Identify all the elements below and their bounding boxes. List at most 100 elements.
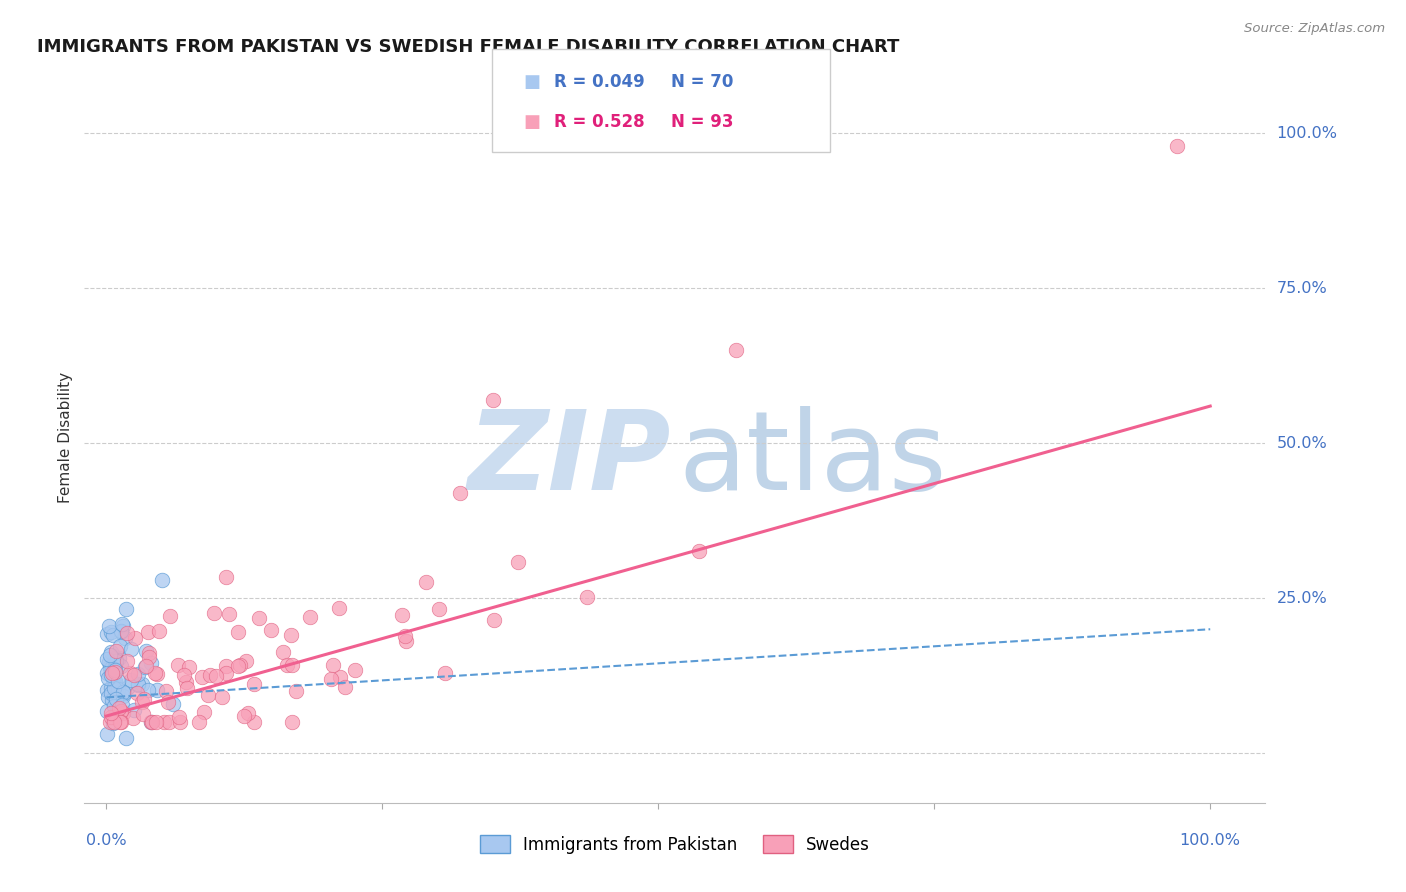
Point [143, 666, 166, 681]
Point [157, 715, 180, 730]
Point [260, 623, 283, 637]
Point [96, 704, 118, 718]
Point [100, 706, 122, 720]
Point [110, 715, 132, 730]
Point [104, 708, 127, 723]
Point [167, 710, 190, 724]
Text: atlas: atlas [679, 406, 946, 513]
Point [100, 625, 122, 640]
Text: ■: ■ [523, 112, 540, 130]
Point [100, 645, 122, 659]
Point [105, 654, 128, 668]
Point [226, 659, 249, 673]
Point [138, 624, 160, 639]
Point [104, 651, 127, 665]
Point [150, 573, 173, 587]
Point [280, 628, 302, 642]
Point [122, 667, 145, 681]
Point [122, 703, 145, 717]
Point [110, 715, 132, 730]
Point [218, 607, 240, 622]
Text: 75.0%: 75.0% [1277, 281, 1327, 296]
Point [391, 608, 413, 623]
Point [139, 715, 162, 730]
Point [120, 641, 142, 656]
Point [174, 674, 197, 689]
Point [688, 544, 710, 558]
Point [107, 651, 129, 665]
Text: 100.0%: 100.0% [1277, 126, 1337, 141]
Point [101, 692, 124, 706]
Point [100, 667, 122, 681]
Point [101, 665, 124, 680]
Point [146, 667, 169, 681]
Point [105, 643, 128, 657]
Point [247, 611, 270, 625]
Point [112, 686, 135, 700]
Point [117, 655, 139, 669]
Point [155, 683, 177, 698]
Point [211, 690, 233, 705]
Point [134, 660, 156, 674]
Point [321, 672, 343, 686]
Point [276, 658, 298, 673]
Point [105, 691, 128, 706]
Point [125, 686, 148, 700]
Point [112, 619, 135, 633]
Point [107, 682, 129, 697]
Point [215, 659, 238, 673]
Point [198, 668, 221, 682]
Point [322, 657, 344, 672]
Point [236, 706, 259, 721]
Point [96, 652, 118, 666]
Point [281, 715, 304, 730]
Point [103, 710, 125, 724]
Y-axis label: Female Disability: Female Disability [58, 371, 73, 503]
Point [177, 660, 200, 674]
Text: ■: ■ [523, 73, 540, 91]
Point [508, 555, 530, 569]
Text: IMMIGRANTS FROM PAKISTAN VS SWEDISH FEMALE DISABILITY CORRELATION CHART: IMMIGRANTS FROM PAKISTAN VS SWEDISH FEMA… [37, 38, 900, 56]
Point [107, 673, 129, 688]
Point [97, 671, 120, 685]
Point [281, 657, 304, 672]
Point [343, 664, 366, 678]
Point [148, 624, 170, 639]
Point [104, 650, 127, 665]
Point [131, 695, 153, 709]
Point [132, 692, 155, 706]
Point [111, 617, 134, 632]
Point [101, 672, 124, 686]
Text: R = 0.049: R = 0.049 [554, 73, 645, 91]
Point [96, 727, 118, 741]
Point [146, 683, 169, 698]
Point [108, 639, 131, 653]
Point [118, 665, 141, 680]
Point [103, 674, 125, 689]
Point [98, 618, 121, 632]
Point [98, 715, 121, 730]
Point [97, 690, 120, 705]
Point [112, 690, 135, 704]
Point [110, 659, 132, 673]
Point [127, 677, 149, 691]
Point [215, 665, 238, 680]
Point [156, 695, 179, 709]
Point [159, 608, 181, 623]
Point [96, 627, 118, 641]
Point [103, 681, 125, 695]
Point [100, 681, 122, 695]
Text: Source: ZipAtlas.com: Source: ZipAtlas.com [1244, 22, 1385, 36]
Point [167, 658, 190, 673]
Text: 50.0%: 50.0% [1277, 436, 1327, 450]
Point [120, 673, 142, 688]
Point [117, 626, 139, 640]
Point [114, 632, 136, 646]
Point [103, 657, 125, 671]
Point [98, 648, 121, 662]
Point [103, 698, 125, 713]
Point [138, 646, 160, 660]
Point [193, 706, 215, 720]
Point [124, 631, 146, 645]
Point [187, 715, 209, 730]
